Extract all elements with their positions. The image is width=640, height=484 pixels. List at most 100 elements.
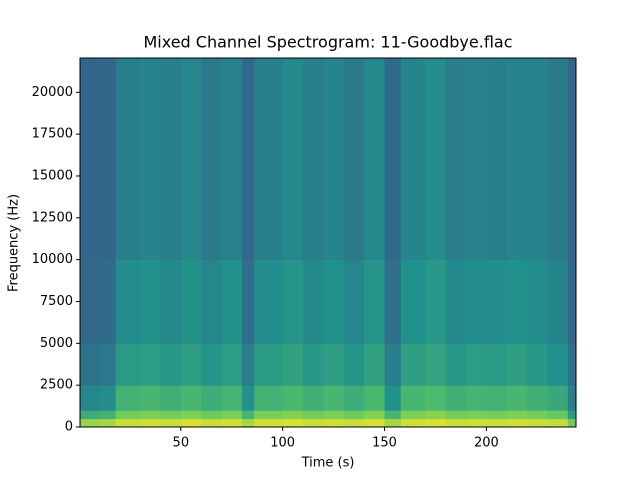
- spectrogram-cell: [466, 259, 487, 344]
- spectrogram-cell: [254, 259, 284, 344]
- spectrogram-cell: [221, 410, 243, 420]
- spectrogram-cell: [527, 418, 548, 428]
- spectrogram-cell: [506, 58, 528, 261]
- spectrogram-cell: [384, 410, 402, 420]
- spectrogram-cell: [180, 410, 202, 420]
- spectrogram-cell: [506, 343, 528, 386]
- spectrogram-cell: [567, 410, 577, 420]
- spectrogram-cell: [115, 385, 141, 411]
- spectrogram-cell: [384, 259, 402, 344]
- spectrogram-cell: [506, 385, 528, 411]
- spectrogram-cell: [241, 385, 255, 411]
- spectrogram-cell: [115, 343, 141, 386]
- spectrogram-cell: [80, 385, 100, 411]
- y-tick-label: 17500: [32, 127, 73, 142]
- spectrogram-cell: [282, 259, 304, 344]
- spectrogram-cell: [400, 343, 426, 386]
- spectrogram-cell: [384, 58, 402, 261]
- spectrogram-cell: [115, 58, 141, 261]
- spectrogram-cell: [140, 410, 161, 420]
- spectrogram-cell: [180, 343, 202, 386]
- spectrogram-cell: [80, 343, 100, 386]
- y-tick-label: 5000: [40, 336, 73, 351]
- spectrogram-cell: [282, 385, 304, 411]
- spectrogram-cell: [466, 385, 487, 411]
- spectrogram-cell: [221, 259, 243, 344]
- spectrogram-cell: [201, 58, 223, 261]
- y-tick-label: 7500: [40, 294, 73, 309]
- spectrogram-cell: [466, 410, 487, 420]
- spectrogram-cell: [400, 259, 426, 344]
- spectrogram-cell: [201, 259, 223, 344]
- spectrogram-cell: [323, 418, 345, 428]
- spectrogram-cell: [99, 410, 117, 420]
- y-tick-label: 20000: [32, 85, 73, 100]
- spectrogram-cell: [140, 418, 161, 428]
- spectrogram-cell: [527, 259, 548, 344]
- spectrogram-cell: [567, 343, 577, 386]
- x-tick-label: 150: [372, 436, 397, 451]
- spectrogram-cell: [221, 343, 243, 386]
- spectrogram-cell: [221, 58, 243, 261]
- spectrogram-cell: [254, 385, 284, 411]
- spectrogram-cell: [527, 410, 548, 420]
- spectrogram-cell: [547, 410, 569, 420]
- spectrogram-cell: [364, 410, 386, 420]
- spectrogram-cell: [445, 343, 467, 386]
- spectrogram-cell: [343, 58, 365, 261]
- spectrogram-cell: [567, 385, 577, 411]
- spectrogram-cell: [567, 58, 577, 261]
- spectrogram-cell: [425, 259, 447, 344]
- spectrogram-cell: [506, 410, 528, 420]
- spectrogram-cell: [241, 410, 255, 420]
- spectrogram-cell: [547, 343, 569, 386]
- spectrogram-cell: [180, 385, 202, 411]
- spectrogram-cell: [282, 343, 304, 386]
- spectrogram-cell: [364, 259, 386, 344]
- spectrogram-cell: [323, 259, 345, 344]
- spectrogram-cell: [343, 410, 365, 420]
- spectrogram-cell: [80, 418, 100, 428]
- spectrogram-cell: [343, 343, 365, 386]
- spectrogram-cell: [343, 385, 365, 411]
- spectrogram-cell: [445, 418, 467, 428]
- spectrogram-cell: [254, 58, 284, 261]
- spectrogram-cell: [425, 343, 447, 386]
- spectrogram-cell: [140, 259, 161, 344]
- spectrogram-cell: [254, 343, 284, 386]
- spectrogram-cell: [384, 343, 402, 386]
- spectrogram-cell: [180, 259, 202, 344]
- spectrogram-cell: [303, 343, 324, 386]
- spectrogram-cell: [466, 58, 487, 261]
- spectrogram-cell: [303, 410, 324, 420]
- spectrogram-cell: [445, 58, 467, 261]
- x-axis-label: Time (s): [301, 456, 355, 471]
- spectrogram-cell: [241, 259, 255, 344]
- spectrogram-cell: [364, 385, 386, 411]
- spectrogram-cell: [486, 385, 508, 411]
- spectrogram-cell: [201, 343, 223, 386]
- spectrogram-cell: [80, 259, 100, 344]
- spectrogram-cell: [160, 343, 182, 386]
- spectrogram-cell: [80, 58, 100, 261]
- spectrogram-cell: [425, 418, 447, 428]
- spectrogram-cell: [486, 259, 508, 344]
- spectrogram-cell: [160, 259, 182, 344]
- spectrogram-cell: [140, 385, 161, 411]
- spectrogram-cell: [201, 418, 223, 428]
- spectrogram-cell: [221, 385, 243, 411]
- spectrogram-cell: [241, 418, 255, 428]
- spectrogram-cell: [99, 418, 117, 428]
- spectrogram-cell: [254, 418, 284, 428]
- spectrogram-cell: [445, 385, 467, 411]
- spectrogram-cell: [547, 58, 569, 261]
- spectrogram-cell: [180, 418, 202, 428]
- spectrogram-cell: [506, 259, 528, 344]
- chart-title: Mixed Channel Spectrogram: 11-Goodbye.fl…: [143, 33, 512, 52]
- spectrogram-cell: [241, 343, 255, 386]
- spectrogram-cell: [99, 259, 117, 344]
- y-tick-label: 12500: [32, 210, 73, 225]
- spectrogram-cell: [201, 385, 223, 411]
- spectrogram-cell: [425, 58, 447, 261]
- spectrogram-cell: [400, 385, 426, 411]
